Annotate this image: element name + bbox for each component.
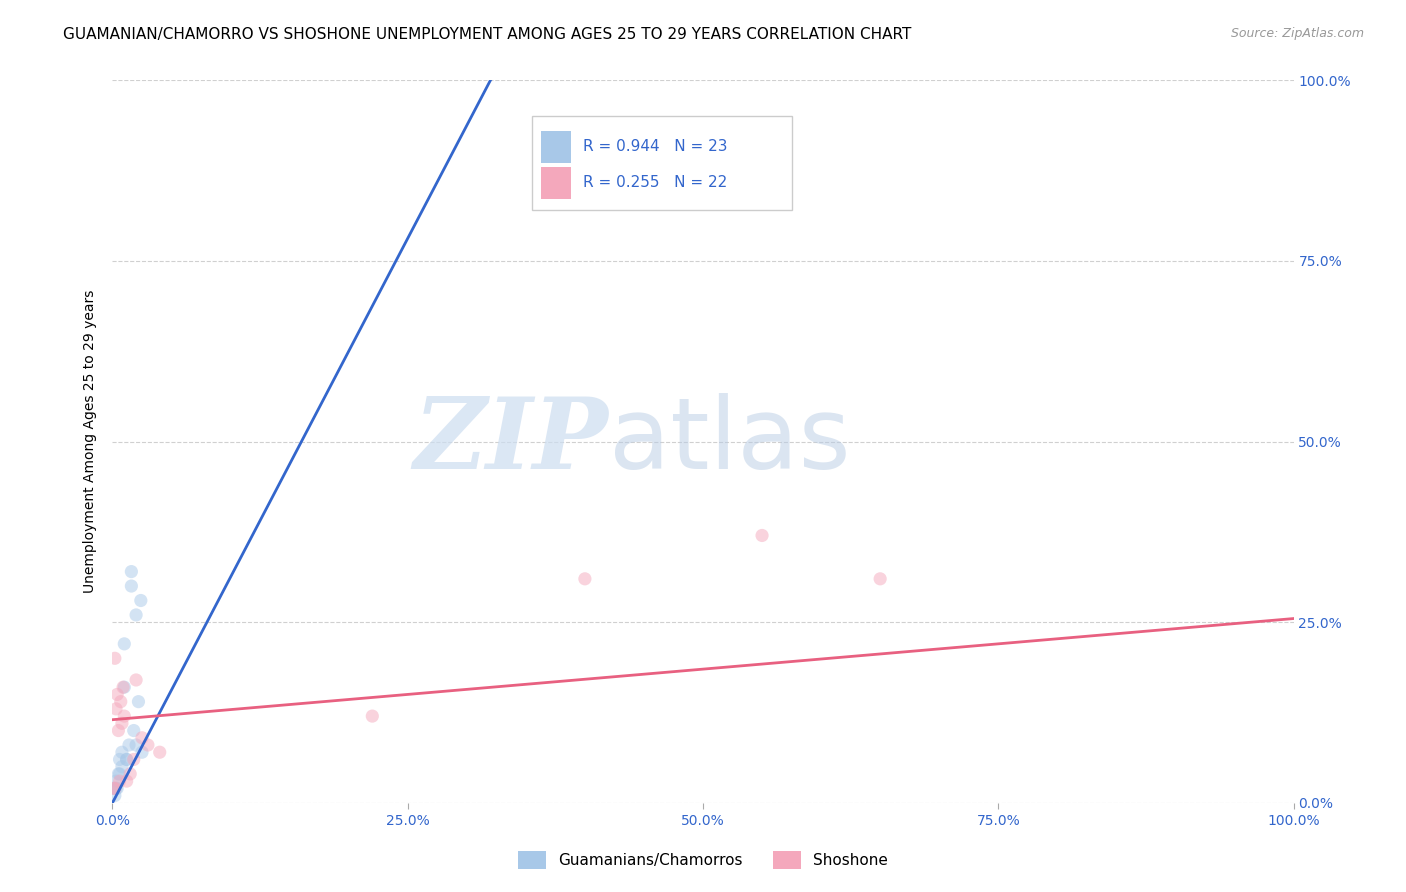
Y-axis label: Unemployment Among Ages 25 to 29 years: Unemployment Among Ages 25 to 29 years	[83, 290, 97, 593]
Text: Source: ZipAtlas.com: Source: ZipAtlas.com	[1230, 27, 1364, 40]
Point	[104, 651, 127, 665]
Point	[574, 572, 596, 586]
Point	[127, 695, 149, 709]
Point	[115, 752, 138, 766]
Point	[149, 745, 172, 759]
Point	[869, 572, 891, 586]
Text: atlas: atlas	[609, 393, 851, 490]
Point	[104, 781, 127, 796]
Text: ZIP: ZIP	[413, 393, 609, 490]
Point	[125, 607, 148, 622]
Point	[120, 565, 142, 579]
Text: GUAMANIAN/CHAMORRO VS SHOSHONE UNEMPLOYMENT AMONG AGES 25 TO 29 YEARS CORRELATIO: GUAMANIAN/CHAMORRO VS SHOSHONE UNEMPLOYM…	[63, 27, 911, 42]
Point	[107, 723, 129, 738]
Point	[105, 781, 128, 796]
Point	[105, 687, 128, 701]
Point	[103, 781, 125, 796]
Point	[120, 767, 142, 781]
Bar	[541, 167, 571, 200]
Point	[129, 593, 152, 607]
Point	[111, 716, 134, 731]
Point	[122, 723, 145, 738]
Point	[136, 738, 159, 752]
Point	[108, 752, 131, 766]
Text: R = 0.255   N = 22: R = 0.255 N = 22	[582, 176, 727, 190]
Point	[103, 781, 125, 796]
Point	[115, 774, 138, 789]
Point	[105, 781, 128, 796]
Bar	[541, 131, 571, 163]
Point	[131, 731, 153, 745]
Point	[108, 767, 131, 781]
Point	[112, 637, 135, 651]
Point	[104, 789, 127, 803]
Point	[105, 702, 128, 716]
Point	[112, 709, 135, 723]
Point	[125, 673, 148, 687]
Point	[110, 695, 132, 709]
Point	[118, 738, 141, 752]
Point	[111, 745, 134, 759]
Point	[751, 528, 773, 542]
Point	[131, 745, 153, 759]
Point	[112, 680, 135, 694]
Point	[125, 738, 148, 752]
FancyBboxPatch shape	[531, 117, 792, 211]
Point	[122, 752, 145, 766]
Point	[111, 760, 134, 774]
Point	[361, 709, 384, 723]
Legend: Guamanians/Chamorros, Shoshone: Guamanians/Chamorros, Shoshone	[512, 845, 894, 875]
Point	[108, 774, 131, 789]
Text: R = 0.944   N = 23: R = 0.944 N = 23	[582, 139, 727, 154]
Point	[105, 774, 128, 789]
Point	[120, 579, 142, 593]
Point	[112, 680, 135, 694]
Point	[115, 752, 138, 766]
Point	[107, 767, 129, 781]
